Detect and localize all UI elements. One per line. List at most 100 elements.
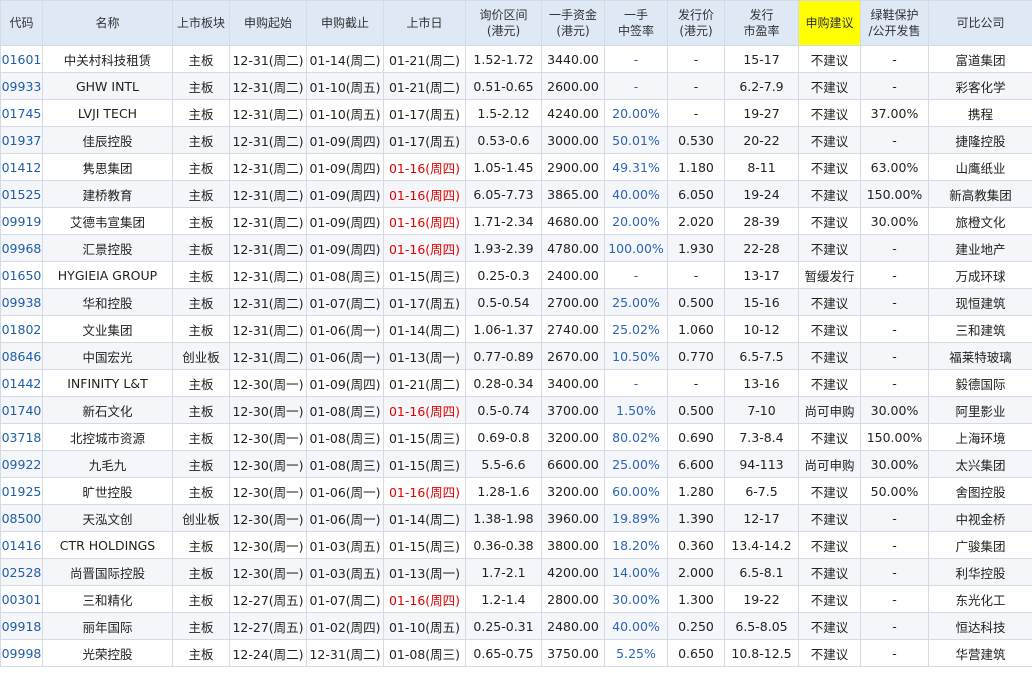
col-name-header[interactable]: 名称 (42, 0, 173, 46)
name-cell[interactable]: GHW INTL (42, 72, 173, 100)
table-row[interactable]: 09922 九毛九 主板 12-30(周一) 01-08(周三) 01-15(周三) 5.5… (0, 450, 1032, 478)
name-cell[interactable]: 中关村科技租赁 (42, 45, 173, 73)
name-cell[interactable]: 艾德韦宣集团 (42, 207, 173, 235)
name-cell[interactable]: 文业集团 (42, 315, 173, 343)
listing-date-cell: 01-15(周三) (383, 261, 466, 289)
table-row[interactable]: 09933 GHW INTL 主板 12-31(周二) 01-10(周五) 01-21(周… (0, 72, 1032, 100)
code-cell[interactable]: 09933 (0, 72, 43, 100)
name-cell[interactable]: 三和精化 (42, 585, 173, 613)
name-cell[interactable]: 九毛九 (42, 450, 173, 478)
start-date-cell: 12-31(周二) (229, 45, 307, 73)
table-row[interactable]: 09918 丽年国际 主板 12-27(周五) 01-02(周四) 01-10(周五) 0.… (0, 612, 1032, 640)
name-cell[interactable]: 中国宏光 (42, 342, 173, 370)
name-cell[interactable]: 建桥教育 (42, 180, 173, 208)
col-end-header[interactable]: 申购截止 (306, 0, 384, 46)
table-row[interactable]: 01802 文业集团 主板 12-31(周二) 01-06(周一) 01-14(周二) 1.… (0, 315, 1032, 343)
code-cell[interactable]: 01412 (0, 153, 43, 181)
code-cell[interactable]: 00301 (0, 585, 43, 613)
code-cell[interactable]: 01802 (0, 315, 43, 343)
col-greenshoe-header[interactable]: 绿鞋保护/公开发售 (860, 0, 929, 46)
table-row[interactable]: 01442 INFINITY L&T 主板 12-30(周一) 01-09(周四) 01-… (0, 369, 1032, 397)
name-cell[interactable]: 丽年国际 (42, 612, 173, 640)
code-cell[interactable]: 01740 (0, 396, 43, 424)
table-row[interactable]: 08500 天泓文创 创业板 12-30(周一) 01-06(周一) 01-14(周二) 1… (0, 504, 1032, 532)
header-label: 可比公司 (956, 16, 1005, 30)
code-cell[interactable]: 09922 (0, 450, 43, 478)
table-row[interactable]: 01650 HYGIEIA GROUP 主板 12-31(周二) 01-08(周三) 01… (0, 261, 1032, 289)
name-cell[interactable]: CTR HOLDINGS (42, 531, 173, 559)
name-cell[interactable]: LVJI TECH (42, 99, 173, 127)
code-cell[interactable]: 09918 (0, 612, 43, 640)
code-cell[interactable]: 08646 (0, 342, 43, 370)
code-cell[interactable]: 09998 (0, 639, 43, 667)
lot-capital-cell: 4200.00 (541, 558, 605, 586)
name-cell[interactable]: 北控城市资源 (42, 423, 173, 451)
col-price-range-header[interactable]: 询价区间 (港元) (465, 0, 542, 46)
col-pe-header[interactable]: 发行 市盈率 (724, 0, 799, 46)
name-cell[interactable]: 新石文化 (42, 396, 173, 424)
col-start-header[interactable]: 申购起始 (229, 0, 307, 46)
code-cell[interactable]: 01416 (0, 531, 43, 559)
name-cell[interactable]: 佳辰控股 (42, 126, 173, 154)
start-date-cell: 12-24(周二) (229, 639, 307, 667)
name-cell[interactable]: 光荣控股 (42, 639, 173, 667)
table-row[interactable]: 03718 北控城市资源 主板 12-30(周一) 01-08(周三) 01-15(周三)… (0, 423, 1032, 451)
name-cell[interactable]: 尚晋国际控股 (42, 558, 173, 586)
code-cell[interactable]: 01937 (0, 126, 43, 154)
name-cell[interactable]: 华和控股 (42, 288, 173, 316)
code-cell[interactable]: 09938 (0, 288, 43, 316)
code-cell[interactable]: 01745 (0, 99, 43, 127)
col-comparable-header[interactable]: 可比公司 (928, 0, 1032, 46)
pe-cell: 28-39 (724, 207, 799, 235)
code-cell[interactable]: 01601 (0, 45, 43, 73)
advice-cell: 不建议 (798, 99, 861, 127)
code-cell[interactable]: 03718 (0, 423, 43, 451)
name-cell[interactable]: 汇景控股 (42, 234, 173, 262)
table-row[interactable]: 09919 艾德韦宣集团 主板 12-31(周二) 01-09(周四) 01-16(周四)… (0, 207, 1032, 235)
table-row[interactable]: 08646 中国宏光 创业板 12-31(周二) 01-06(周一) 01-13(周一) 0… (0, 342, 1032, 370)
code-cell[interactable]: 09968 (0, 234, 43, 262)
table-row[interactable]: 01745 LVJI TECH 主板 12-31(周二) 01-10(周五) 01-17(… (0, 99, 1032, 127)
table-row[interactable]: 01937 佳辰控股 主板 12-31(周二) 01-09(周四) 01-17(周五) 0.… (0, 126, 1032, 154)
code-cell[interactable]: 08500 (0, 504, 43, 532)
table-row[interactable]: 09998 光荣控股 主板 12-24(周二) 12-31(周二) 01-08(周三) 0.… (0, 639, 1032, 667)
col-advice-header[interactable]: 申购建议 (798, 0, 861, 46)
listing-date-cell: 01-13(周一) (383, 558, 466, 586)
code-cell[interactable]: 09919 (0, 207, 43, 235)
board-cell: 主板 (172, 531, 230, 559)
code-cell[interactable]: 02528 (0, 558, 43, 586)
listing-date-cell: 01-13(周一) (383, 342, 466, 370)
code-cell[interactable]: 01525 (0, 180, 43, 208)
name-cell[interactable]: 天泓文创 (42, 504, 173, 532)
table-row[interactable]: 02528 尚晋国际控股 主板 12-30(周一) 01-03(周五) 01-13(周一)… (0, 558, 1032, 586)
code-cell[interactable]: 01442 (0, 369, 43, 397)
name-cell[interactable]: INFINITY L&T (42, 369, 173, 397)
table-row[interactable]: 09938 华和控股 主板 12-31(周二) 01-07(周二) 01-17(周五) 0.… (0, 288, 1032, 316)
win-rate-cell: 60.00% (604, 477, 668, 505)
col-board-header[interactable]: 上市板块 (172, 0, 230, 46)
advice-cell: 不建议 (798, 558, 861, 586)
listing-date-cell: 01-21(周二) (383, 45, 466, 73)
name-cell[interactable]: 旷世控股 (42, 477, 173, 505)
col-code-header[interactable]: 代码 (0, 0, 43, 46)
table-row[interactable]: 01740 新石文化 主板 12-30(周一) 01-08(周三) 01-16(周四) 0.… (0, 396, 1032, 424)
code-cell[interactable]: 01925 (0, 477, 43, 505)
name-cell[interactable]: 隽思集团 (42, 153, 173, 181)
table-row[interactable]: 01601 中关村科技租赁 主板 12-31(周二) 01-14(周二) 01-21(周二… (0, 45, 1032, 73)
comparable-cell: 恒达科技 (928, 612, 1032, 640)
table-row[interactable]: 01416 CTR HOLDINGS 主板 12-30(周一) 01-03(周五) 01-… (0, 531, 1032, 559)
table-header-row: 代码 名称 上市板块 申购起始 申购截止 上市日 询价区间 (港元) 一手资金 (港元) 一手 中签率… (0, 0, 1032, 46)
table-row[interactable]: 01412 隽思集团 主板 12-31(周二) 01-09(周四) 01-16(周四) 1.… (0, 153, 1032, 181)
col-win-rate-header[interactable]: 一手 中签率 (604, 0, 668, 46)
lot-capital-cell: 3440.00 (541, 45, 605, 73)
listing-date-cell: 01-16(周四) (383, 396, 466, 424)
table-row[interactable]: 00301 三和精化 主板 12-27(周五) 01-07(周二) 01-16(周四) 1.… (0, 585, 1032, 613)
col-issue-price-header[interactable]: 发行价 (港元) (667, 0, 725, 46)
col-lot-capital-header[interactable]: 一手资金 (港元) (541, 0, 605, 46)
table-row[interactable]: 09968 汇景控股 主板 12-31(周二) 01-09(周四) 01-16(周四) 1.… (0, 234, 1032, 262)
code-cell[interactable]: 01650 (0, 261, 43, 289)
col-listing-header[interactable]: 上市日 (383, 0, 466, 46)
name-cell[interactable]: HYGIEIA GROUP (42, 261, 173, 289)
table-row[interactable]: 01525 建桥教育 主板 12-31(周二) 01-09(周四) 01-16(周四) 6.… (0, 180, 1032, 208)
table-row[interactable]: 01925 旷世控股 主板 12-30(周一) 01-06(周一) 01-16(周四) 1.… (0, 477, 1032, 505)
